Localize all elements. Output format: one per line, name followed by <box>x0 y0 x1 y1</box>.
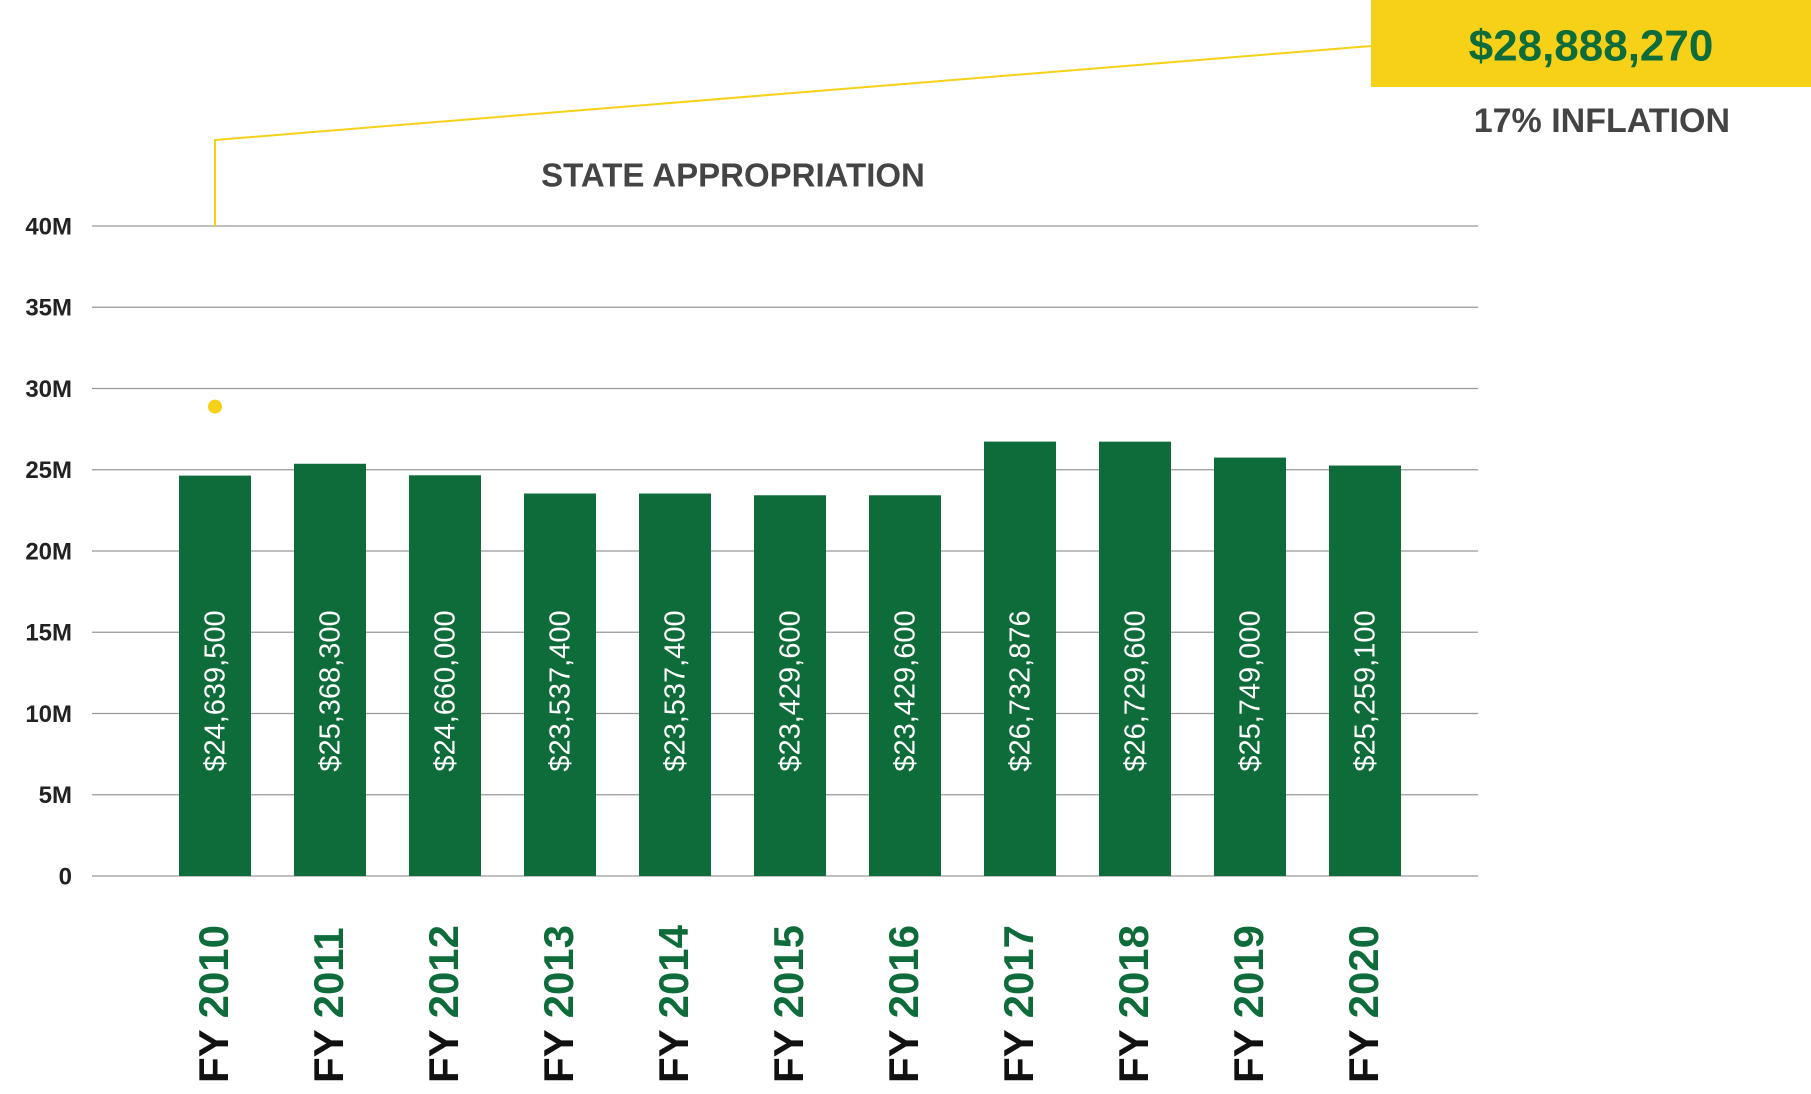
x-tick-label: FY 2014 <box>650 924 697 1083</box>
x-tick-year: 2020 <box>1340 925 1387 1018</box>
x-tick-prefix: FY <box>650 1018 697 1083</box>
callout-value: $28,888,270 <box>1469 22 1714 71</box>
x-tick-year: 2013 <box>535 925 582 1018</box>
y-tick-label: 20M <box>25 538 72 565</box>
y-tick-label: 10M <box>25 701 72 728</box>
value-label: $23,537,400 <box>660 610 692 771</box>
bar <box>524 493 596 876</box>
value-label: $26,729,600 <box>1120 610 1152 771</box>
y-tick-label: 35M <box>25 295 72 322</box>
x-tick-year: 2015 <box>765 925 812 1018</box>
x-tick-prefix: FY <box>765 1018 812 1083</box>
y-tick-label: 40M <box>25 213 72 240</box>
value-label: $26,732,876 <box>1005 610 1037 771</box>
x-tick-prefix: FY <box>190 1018 237 1083</box>
value-label: $23,429,600 <box>890 610 922 771</box>
chart-title: STATE APPROPRIATION <box>541 157 925 194</box>
value-label: $25,749,000 <box>1235 610 1267 771</box>
bar <box>869 495 941 876</box>
x-tick-prefix: FY <box>880 1018 927 1083</box>
bar <box>294 463 366 876</box>
value-label: $24,660,000 <box>430 610 462 771</box>
x-tick-label: FY 2016 <box>880 925 927 1083</box>
x-tick-label: FY 2012 <box>420 925 467 1083</box>
callout-note: 17% INFLATION <box>1474 102 1730 140</box>
x-tick-label: FY 2010 <box>190 925 237 1083</box>
x-tick-year: 2018 <box>1110 925 1157 1018</box>
x-tick-prefix: FY <box>1225 1018 1272 1083</box>
x-tick-year: 2014 <box>650 924 697 1018</box>
x-tick-year: 2016 <box>880 925 927 1018</box>
x-tick-year: 2011 <box>305 927 352 1018</box>
x-tick-label: FY 2015 <box>765 925 812 1083</box>
bar <box>1099 441 1171 876</box>
y-tick-label: 25M <box>25 457 72 484</box>
value-label: $25,259,100 <box>1350 610 1382 771</box>
value-label: $23,537,400 <box>545 610 577 771</box>
bar <box>179 475 251 876</box>
x-tick-label: FY 2020 <box>1340 925 1387 1083</box>
x-tick-prefix: FY <box>1340 1018 1387 1083</box>
x-tick-prefix: FY <box>995 1018 1042 1083</box>
x-tick-year: 2010 <box>190 925 237 1018</box>
y-tick-label: 15M <box>25 620 72 647</box>
x-tick-year: 2019 <box>1225 925 1272 1018</box>
y-tick-label: 30M <box>25 376 72 403</box>
y-tick-label: 0 <box>59 863 72 890</box>
value-label: $25,368,300 <box>315 610 347 771</box>
callout-box <box>1371 0 1811 87</box>
x-tick-label: FY 2017 <box>995 925 1042 1083</box>
bar <box>1329 465 1401 876</box>
x-tick-prefix: FY <box>1110 1018 1157 1083</box>
value-label: $23,429,600 <box>775 610 807 771</box>
value-label: $24,639,500 <box>200 610 232 771</box>
x-tick-year: 2012 <box>420 925 467 1018</box>
x-tick-label: FY 2011 <box>305 927 352 1083</box>
bar <box>754 495 826 876</box>
x-tick-prefix: FY <box>305 1018 352 1083</box>
bar <box>639 493 711 876</box>
x-tick-label: FY 2019 <box>1225 925 1272 1083</box>
x-tick-label: FY 2018 <box>1110 925 1157 1083</box>
x-tick-year: 2017 <box>995 925 1042 1018</box>
bar <box>1214 457 1286 876</box>
bar <box>984 441 1056 876</box>
x-tick-prefix: FY <box>420 1018 467 1083</box>
inflation-point <box>208 399 222 414</box>
x-tick-prefix: FY <box>535 1018 582 1083</box>
x-tick-label: FY 2013 <box>535 925 582 1083</box>
callout-line <box>214 45 1372 226</box>
y-tick-label: 5M <box>39 782 72 809</box>
bar <box>409 475 481 876</box>
